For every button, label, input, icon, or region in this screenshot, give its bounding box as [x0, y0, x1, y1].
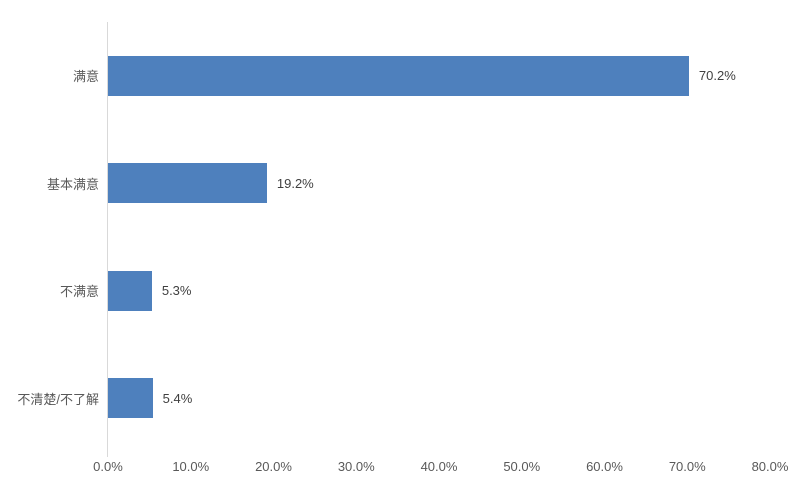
x-axis: 0.0% 10.0% 20.0% 30.0% 40.0% 50.0% 60.0% 70.0% 8… [93, 459, 788, 477]
category-label: 满意 [72, 69, 99, 85]
x-tick-label: 50.0% [503, 459, 541, 474]
value-label: 5.4% [162, 390, 193, 406]
bar-row: 满意 70.2% [73, 22, 770, 130]
bar [108, 163, 267, 204]
value-label: 19.2% [276, 175, 314, 191]
x-tick-label: 20.0% [255, 459, 292, 474]
x-tick-label: 0.0% [93, 459, 123, 474]
bar [108, 55, 689, 96]
x-tick-label: 80.0% [751, 459, 789, 474]
y-axis-line [107, 22, 108, 457]
category-label: 基本满意 [46, 176, 99, 192]
bar-row: 基本满意 19.2% [47, 130, 770, 238]
x-tick-label: 10.0% [172, 459, 210, 474]
bar-row: 不清楚/不了解 5.4% [17, 345, 770, 453]
category-label: 不清楚/不了解 [17, 391, 99, 407]
x-tick-label: 30.0% [337, 459, 375, 474]
bar [108, 378, 153, 419]
bar-row: 不满意 5.3% [60, 237, 770, 345]
value-label: 70.2% [698, 68, 736, 84]
category-label: 不满意 [59, 284, 99, 300]
x-tick-label: 40.0% [420, 459, 458, 474]
bar [108, 270, 152, 311]
value-label: 5.3% [161, 283, 192, 299]
x-tick-label: 70.0% [668, 459, 706, 474]
x-tick-label: 60.0% [586, 459, 623, 474]
plot-area: 满意 70.2% 基本满意 19.2% 不满意 5.3% 不清楚/不了解 5.4% [17, 22, 770, 453]
